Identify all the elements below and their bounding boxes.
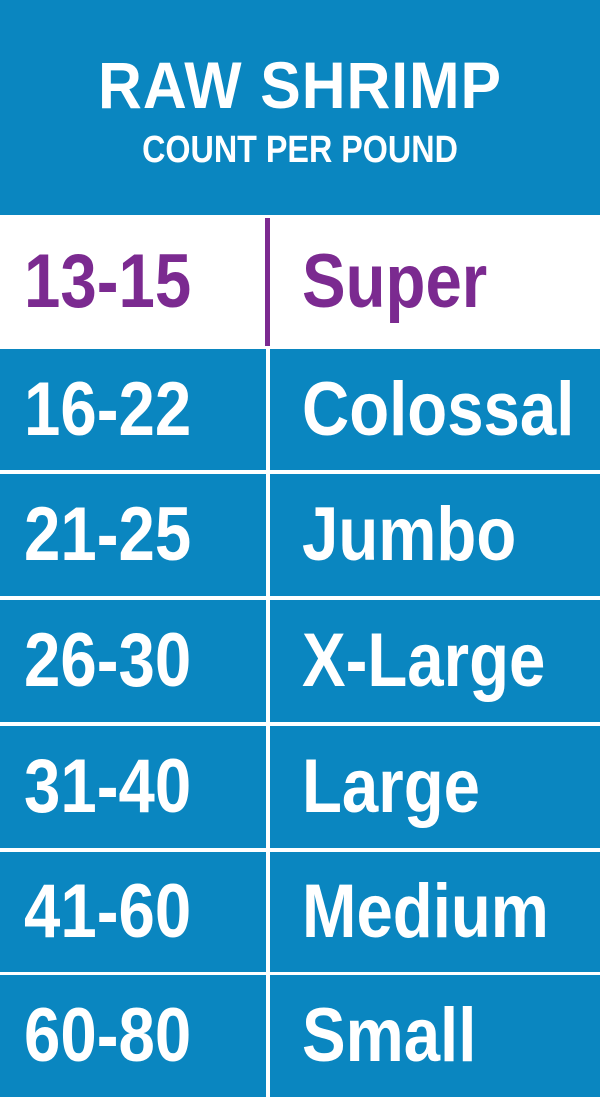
count-cell: 26-30 [24, 618, 192, 703]
size-cell: Large [302, 744, 480, 829]
table-row: 13-15 Super [0, 218, 600, 346]
size-cell: Small [302, 993, 477, 1078]
count-cell: 31-40 [24, 744, 192, 829]
size-cell: Colossal [302, 366, 575, 452]
count-cell: 60-80 [24, 993, 192, 1078]
subtitle: COUNT PER POUND [142, 129, 458, 171]
table-row: 16-22 Colossal [0, 349, 600, 470]
column-divider [265, 218, 270, 346]
count-cell: 13-15 [24, 239, 192, 324]
table-row: 26-30 X-Large [0, 600, 600, 722]
size-cell: X-Large [302, 618, 546, 703]
size-cell: Medium [302, 869, 549, 954]
table-row: 41-60 Medium [0, 852, 600, 972]
title: RAW SHRIMP [98, 48, 502, 122]
table-row: 21-25 Jumbo [0, 474, 600, 596]
size-cell: Super [302, 239, 488, 324]
table-row: 60-80 Small [0, 975, 600, 1097]
count-cell: 16-22 [24, 366, 192, 452]
size-cell: Jumbo [302, 492, 517, 577]
count-cell: 21-25 [24, 492, 192, 577]
count-cell: 41-60 [24, 869, 192, 954]
chart-header: RAW SHRIMP COUNT PER POUND [0, 0, 600, 215]
table-row: 31-40 Large [0, 726, 600, 848]
